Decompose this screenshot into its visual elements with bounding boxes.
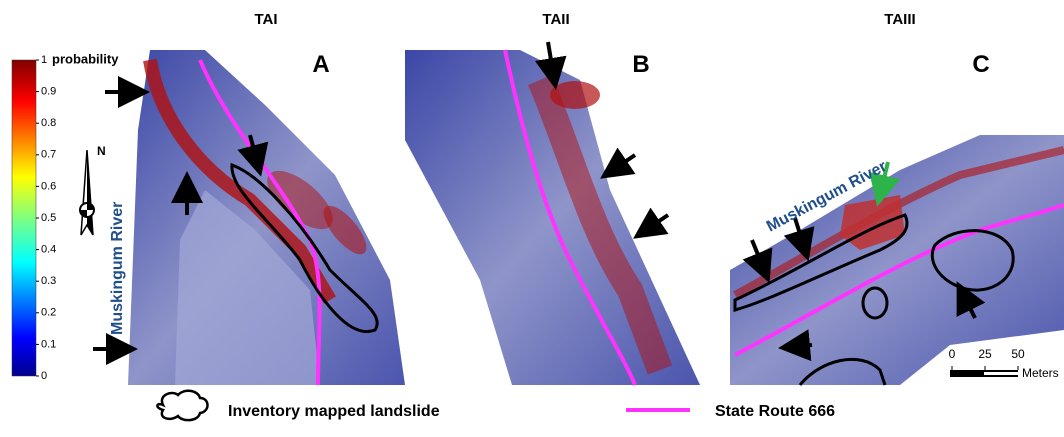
colorbar-tick-label: 0.5	[41, 212, 56, 224]
river-label: Muskingum River	[109, 202, 126, 335]
panel-letter: A	[312, 51, 329, 78]
scale-unit: Meters	[1022, 366, 1059, 380]
north-label: N	[97, 144, 106, 158]
colorbar-tick-label: 0.3	[41, 275, 56, 287]
colorbar-tick-label: 0.7	[41, 149, 56, 161]
colorbar-tick-label: 0	[41, 370, 47, 382]
panel-letter: C	[972, 51, 989, 78]
scale-tick-label: 25	[978, 347, 992, 361]
colorbar-tick-label: 1	[41, 54, 47, 66]
colorbar-tick-label: 0.8	[41, 117, 56, 129]
colorbar-tick-label: 0.6	[41, 180, 56, 192]
north-arrow	[80, 150, 94, 235]
panel-letter: B	[632, 51, 649, 78]
colorbar-tick-label: 0.1	[41, 338, 56, 350]
figure: TAI TAII TAIII A B C Muskingum River Mus…	[0, 0, 1064, 432]
colorbar-label: probability	[52, 51, 119, 66]
panel-title: TAIII	[884, 11, 915, 28]
colorbar-tick-label: 0.9	[41, 86, 56, 98]
scale-tick-label: 0	[949, 347, 956, 361]
map-panel-b	[405, 42, 700, 385]
colorbar-tick-label: 0.4	[41, 244, 56, 256]
panel-title: TAI	[254, 11, 277, 28]
colorbar-tick-label: 0.2	[41, 307, 56, 319]
panel-title: TAII	[542, 11, 569, 28]
legend-label: State Route 666	[715, 403, 835, 420]
colorbar	[12, 60, 36, 376]
map-panel-a	[93, 50, 405, 385]
legend-label: Inventory mapped landslide	[228, 403, 440, 420]
scale-tick-label: 50	[1011, 347, 1025, 361]
